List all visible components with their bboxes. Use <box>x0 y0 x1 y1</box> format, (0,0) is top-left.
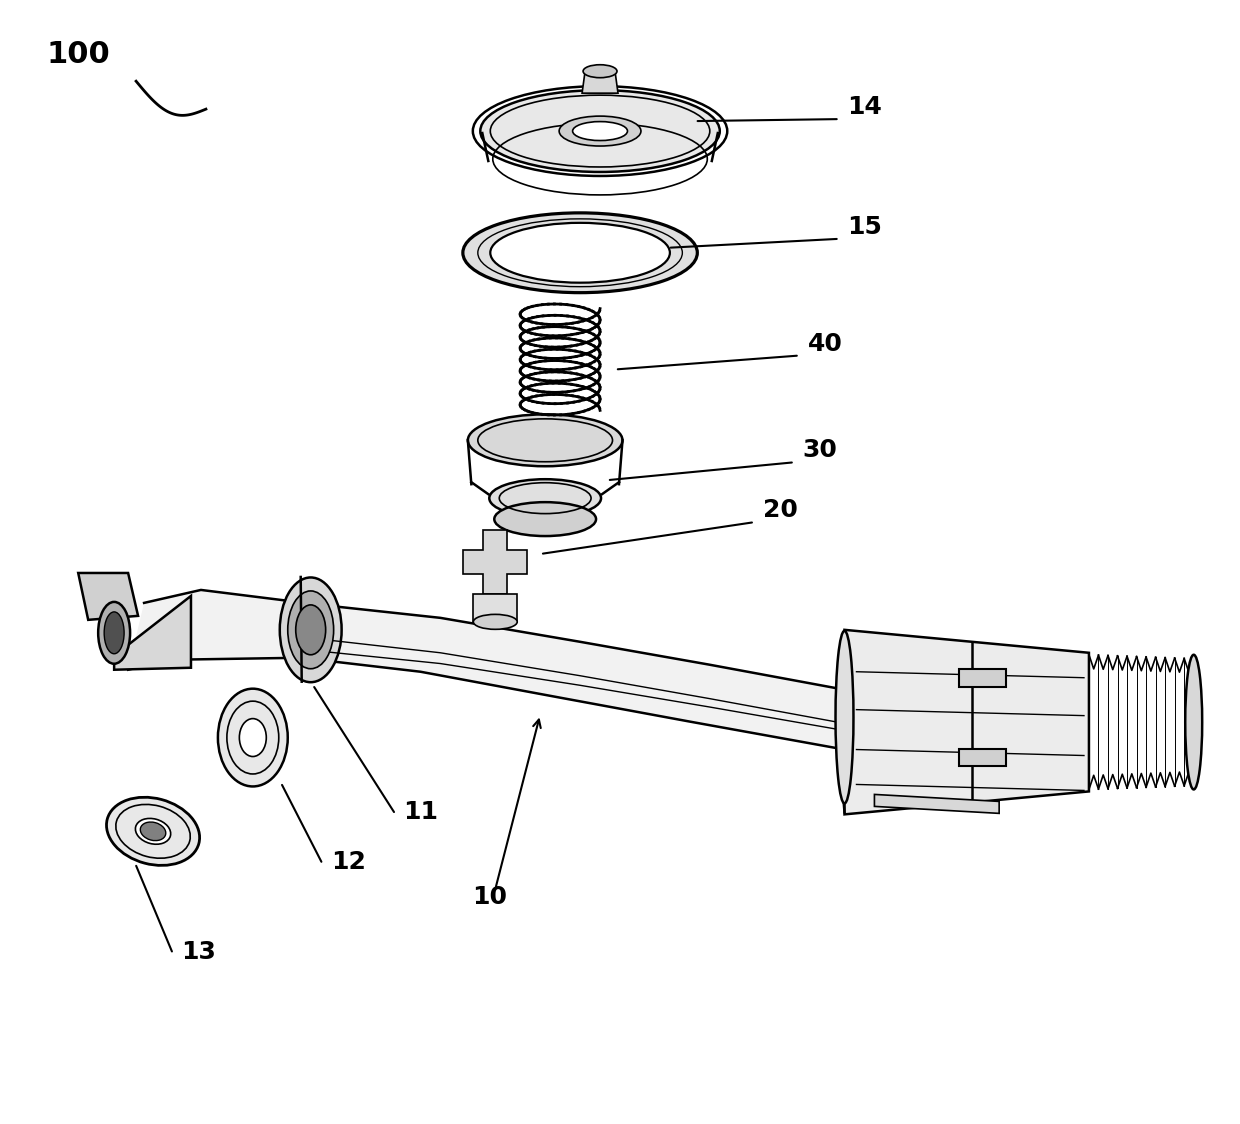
Text: 11: 11 <box>403 800 439 824</box>
Ellipse shape <box>490 223 670 283</box>
Polygon shape <box>464 531 527 593</box>
Ellipse shape <box>559 116 641 146</box>
Ellipse shape <box>104 611 124 654</box>
Text: 100: 100 <box>46 40 110 70</box>
Text: 20: 20 <box>763 498 797 523</box>
Text: 30: 30 <box>802 438 837 462</box>
Ellipse shape <box>295 605 326 655</box>
Ellipse shape <box>836 631 853 804</box>
Ellipse shape <box>280 578 342 682</box>
Text: 14: 14 <box>847 96 883 119</box>
Ellipse shape <box>480 90 719 172</box>
Ellipse shape <box>1185 655 1203 789</box>
Ellipse shape <box>467 415 622 466</box>
Polygon shape <box>78 573 138 619</box>
Polygon shape <box>474 593 517 622</box>
Ellipse shape <box>107 797 200 865</box>
Polygon shape <box>844 629 1089 815</box>
Polygon shape <box>874 795 999 814</box>
Text: 13: 13 <box>181 940 216 964</box>
Polygon shape <box>582 71 618 93</box>
Ellipse shape <box>140 822 166 841</box>
Ellipse shape <box>474 615 517 629</box>
Ellipse shape <box>135 818 171 844</box>
Text: 15: 15 <box>847 215 883 238</box>
Ellipse shape <box>495 502 596 536</box>
Text: 12: 12 <box>331 850 366 874</box>
Ellipse shape <box>490 479 601 517</box>
Ellipse shape <box>239 718 267 756</box>
Ellipse shape <box>573 121 627 140</box>
Ellipse shape <box>98 601 130 664</box>
Ellipse shape <box>463 212 697 292</box>
Polygon shape <box>960 749 1006 767</box>
Polygon shape <box>960 669 1006 687</box>
Ellipse shape <box>218 689 288 787</box>
Polygon shape <box>114 596 191 670</box>
Polygon shape <box>128 590 844 750</box>
Text: 10: 10 <box>472 886 507 909</box>
Ellipse shape <box>583 65 618 78</box>
Ellipse shape <box>288 591 334 669</box>
Text: 40: 40 <box>807 332 842 355</box>
